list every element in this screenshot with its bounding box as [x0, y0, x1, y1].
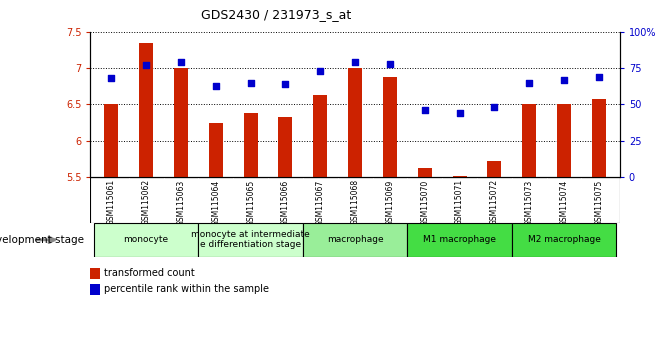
Text: GSM115073: GSM115073 — [525, 179, 534, 225]
Bar — [592, 99, 606, 177]
Bar — [105, 104, 119, 177]
Text: GSM115067: GSM115067 — [316, 179, 325, 225]
Point — [454, 110, 465, 116]
Point — [385, 61, 395, 67]
Text: GSM115071: GSM115071 — [455, 179, 464, 225]
Point — [489, 104, 500, 110]
Point — [419, 107, 430, 113]
Bar — [90, 284, 100, 295]
Text: GSM115061: GSM115061 — [107, 179, 116, 225]
Point — [280, 81, 291, 87]
Bar — [407, 223, 512, 257]
Text: GSM115062: GSM115062 — [141, 179, 151, 225]
Point — [106, 75, 117, 81]
Text: GSM115072: GSM115072 — [490, 179, 499, 225]
Point — [176, 59, 186, 65]
Point — [524, 80, 535, 86]
Text: monocyte: monocyte — [123, 235, 169, 244]
Point — [141, 62, 151, 68]
Bar — [418, 167, 431, 177]
Text: M2 macrophage: M2 macrophage — [527, 235, 600, 244]
Text: development stage: development stage — [0, 235, 84, 245]
Text: GSM115069: GSM115069 — [385, 179, 395, 225]
Point — [315, 68, 326, 74]
Text: macrophage: macrophage — [327, 235, 383, 244]
Bar — [279, 118, 292, 177]
Bar — [453, 176, 466, 177]
Bar — [174, 68, 188, 177]
Point — [559, 77, 570, 82]
Point — [594, 74, 604, 80]
Text: GSM115074: GSM115074 — [559, 179, 569, 225]
Text: GDS2430 / 231973_s_at: GDS2430 / 231973_s_at — [200, 8, 351, 21]
Text: monocyte at intermediate
e differentiation stage: monocyte at intermediate e differentiati… — [191, 230, 310, 249]
Bar — [90, 268, 100, 279]
Bar — [314, 95, 327, 177]
Bar — [139, 43, 153, 177]
Bar — [244, 113, 257, 177]
Text: GSM115065: GSM115065 — [246, 179, 255, 225]
Point — [350, 59, 360, 65]
Text: M1 macrophage: M1 macrophage — [423, 235, 496, 244]
Bar — [94, 223, 198, 257]
Text: GSM115063: GSM115063 — [176, 179, 186, 225]
Text: GSM115068: GSM115068 — [350, 179, 360, 225]
Bar — [512, 223, 616, 257]
Text: GSM115070: GSM115070 — [420, 179, 429, 225]
Point — [210, 83, 221, 88]
Text: GSM115075: GSM115075 — [594, 179, 604, 225]
Bar — [198, 223, 303, 257]
Point — [245, 80, 256, 86]
Bar — [209, 122, 222, 177]
Bar — [383, 77, 397, 177]
Text: percentile rank within the sample: percentile rank within the sample — [104, 284, 269, 294]
Bar — [488, 161, 501, 177]
Text: GSM115064: GSM115064 — [211, 179, 220, 225]
Text: GSM115066: GSM115066 — [281, 179, 290, 225]
Bar — [522, 104, 536, 177]
Bar — [303, 223, 407, 257]
Text: transformed count: transformed count — [104, 268, 194, 278]
Bar — [557, 104, 571, 177]
Bar — [348, 68, 362, 177]
